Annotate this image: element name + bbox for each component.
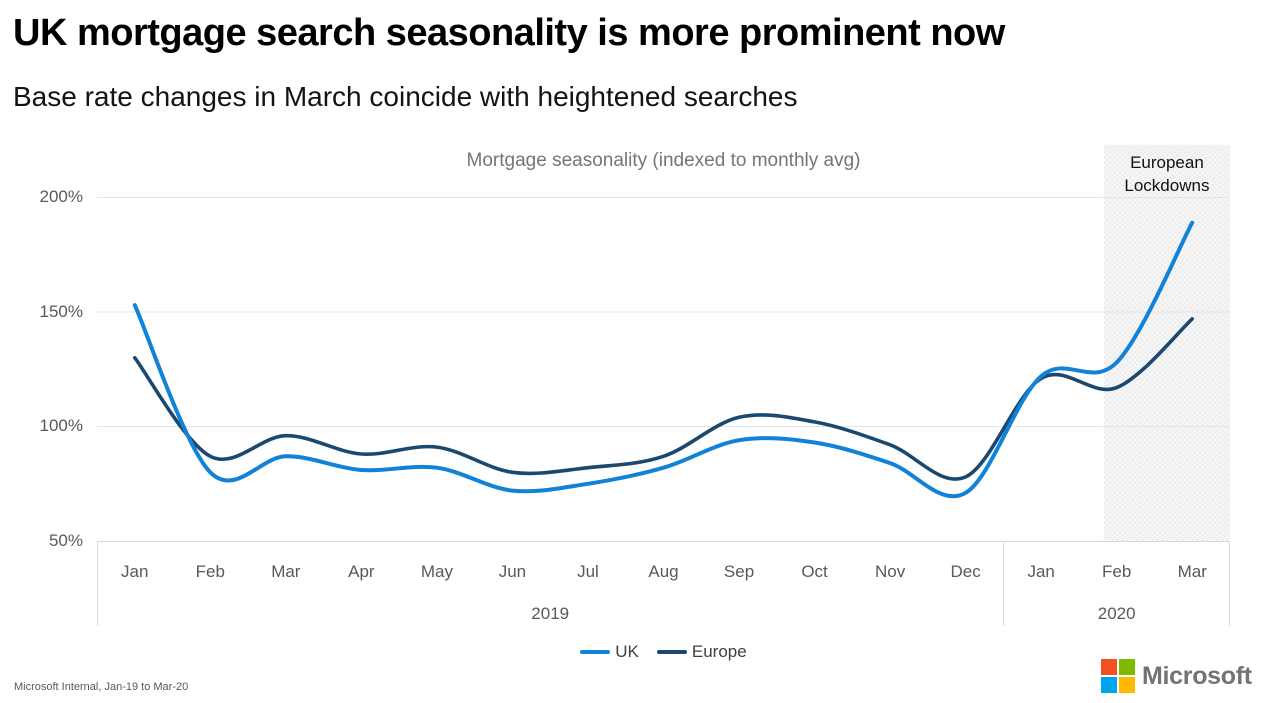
page-subtitle: Base rate changes in March coincide with… xyxy=(13,81,798,112)
x-tick-apr-19: Apr xyxy=(348,562,375,581)
year-separators xyxy=(97,542,1230,626)
x-tick-sep-19: Sep xyxy=(723,562,755,581)
microsoft-wordmark: Microsoft xyxy=(1142,661,1252,690)
x-tick-oct-19: Oct xyxy=(801,562,828,581)
logo-square-green xyxy=(1119,659,1135,675)
x-tick-may-19: May xyxy=(420,562,453,581)
legend-label-uk: UK xyxy=(615,642,639,661)
legend-item-europe: Europe xyxy=(656,642,747,662)
lockdown-annotation-line2: Lockdowns xyxy=(1124,176,1210,195)
y-tick-150: 150% xyxy=(39,302,83,321)
x-tick-mar-20: Mar xyxy=(1177,562,1207,581)
lockdown-annotation-line1: European xyxy=(1130,153,1204,172)
x-tick-nov-19: Nov xyxy=(874,562,906,581)
logo-square-yellow xyxy=(1119,677,1135,693)
logo-square-blue xyxy=(1101,677,1117,693)
x-group-2020: 2020 xyxy=(1097,604,1136,623)
y-tick-200: 200% xyxy=(39,187,83,206)
x-tick-mar-19: Mar xyxy=(271,562,301,581)
logo-square-red xyxy=(1101,659,1117,675)
x-tick-jan-20: Jan xyxy=(1027,562,1055,581)
chart-title: Mortgage seasonality (indexed to monthly… xyxy=(466,150,861,171)
microsoft-logo: Microsoft xyxy=(1101,659,1252,693)
x-tick-aug-19: Aug xyxy=(648,562,679,581)
uk-line xyxy=(132,220,1195,499)
uk-line-swatch xyxy=(580,650,611,654)
chart-legend: UK Europe xyxy=(97,641,1230,663)
x-tick-jul-19: Jul xyxy=(577,562,599,581)
x-tick-jun-19: Jun xyxy=(498,562,527,581)
legend-item-uk: UK xyxy=(580,642,639,662)
legend-label-europe: Europe xyxy=(691,642,747,661)
x-tick-dec-19: Dec xyxy=(950,562,981,581)
x-tick-feb-19: Feb xyxy=(195,562,225,581)
y-tick-100: 100% xyxy=(39,416,83,435)
y-tick-50: 50% xyxy=(48,531,83,550)
europe-line-swatch xyxy=(656,650,687,654)
x-tick-feb-20: Feb xyxy=(1102,562,1132,581)
source-note: Microsoft Internal, Jan-19 to Mar-20 xyxy=(14,681,189,693)
lockdown-annotation: European Lockdowns xyxy=(1104,151,1230,197)
microsoft-logo-icon xyxy=(1101,659,1135,693)
x-group-2019: 2019 xyxy=(531,604,570,623)
gridlines xyxy=(97,197,1230,427)
x-tick-jan-19: Jan xyxy=(121,562,149,581)
page-title: UK mortgage search seasonality is more p… xyxy=(13,12,1005,54)
